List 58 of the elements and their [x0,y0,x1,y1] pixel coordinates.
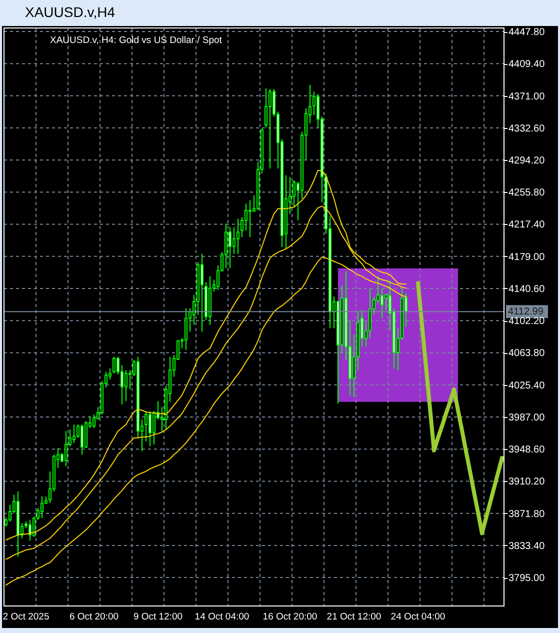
candlestick [224,223,228,269]
candlestick [8,504,12,522]
y-tick-label: 4102.20 [508,316,546,328]
y-tick-label: 3948.60 [508,444,546,456]
y-tick-label: 4409.40 [508,59,546,70]
y-tick-label: 4332.60 [508,123,546,134]
candlestick [80,424,84,456]
line-series [6,256,406,586]
y-tick-label: 4294.20 [508,155,546,166]
y-tick-label: 4217.40 [508,220,546,231]
x-tick-label: 9 Oct 12:00 [133,612,183,622]
candlestick [248,200,252,238]
candlestick [28,519,32,542]
x-tick-label: 6 Oct 20:00 [69,612,119,622]
x-tick-label: 24 Oct 04:00 [390,612,446,622]
y-tick-label: 4025.40 [508,380,546,392]
candlestick [228,226,232,269]
x-tick-label: 2 Oct 2025 [2,612,50,622]
candlestick [368,288,372,339]
y-tick-label: 4140.60 [508,284,546,295]
candlestick [244,203,248,231]
candlestick [184,308,188,351]
candlestick [200,253,204,332]
y-tick-label: 4063.80 [508,348,546,360]
line-series [416,281,504,536]
candlestick [268,88,272,170]
candlestick [152,410,156,446]
candlestick [232,226,236,254]
y-tick-label: 3795.00 [508,573,546,584]
candlestick [148,410,152,447]
candlestick [108,368,112,380]
y-tick-label: 4179.00 [508,252,546,263]
candlestick [40,496,44,519]
candlestick [236,218,240,254]
y-tick-label: 3871.80 [508,508,546,520]
candlestick [124,370,128,402]
candlestick [380,288,384,319]
y-tick-label: 4447.80 [508,27,546,38]
y-tick-label: 3987.00 [508,412,546,424]
candlestick [64,430,68,467]
candlestick [292,180,296,208]
candlestick [264,88,268,128]
x-tick-label: 21 Oct 12:00 [326,612,382,622]
text: XAUUSD.v, H4: Gold vs US Dollar / Spot [50,35,222,46]
y-tick-label: 4371.00 [508,91,546,102]
ref-line-label: 4112.99 [508,306,544,318]
x-tick-label: 16 Oct 20:00 [262,612,318,622]
y-tick-label: 4255.80 [508,188,546,199]
candlestick [384,293,388,310]
candlestick [72,424,76,444]
candlestick [144,410,148,442]
x-tick-label: 14 Oct 04:00 [194,612,250,622]
y-tick-label: 3910.20 [508,476,546,488]
chart-title: XAUUSD.v,H4 [25,4,116,20]
candlestick [92,414,96,428]
y-tick-label: 3833.40 [508,540,546,552]
candlestick [112,356,116,374]
candlestick [312,91,316,116]
